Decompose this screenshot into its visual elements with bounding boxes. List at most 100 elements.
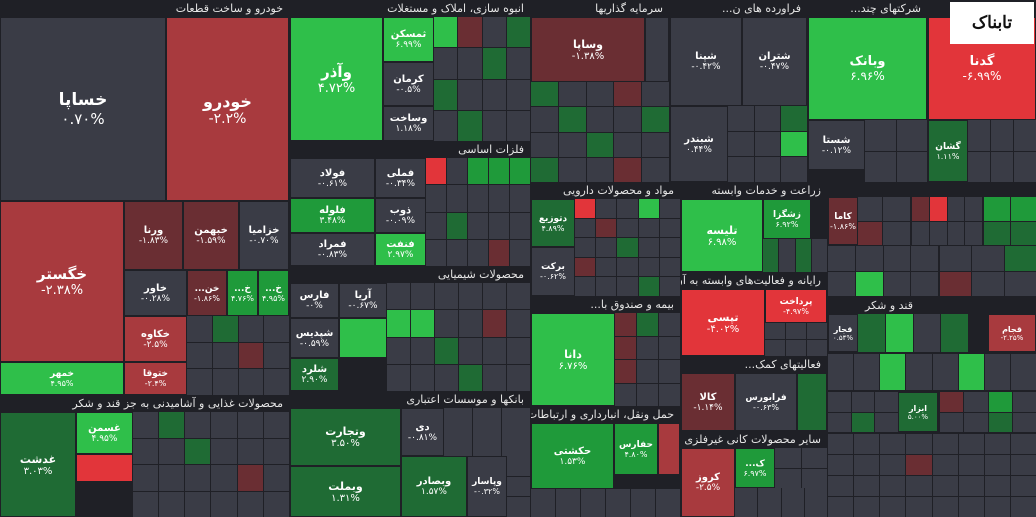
- tile-femli[interactable]: فملی -۰.۳۴%: [375, 158, 426, 198]
- tile-geshan[interactable]: گشان ۱.۱۱%: [928, 120, 968, 182]
- tile-folah[interactable]: فلوله ۳.۴۸%: [290, 198, 375, 233]
- sector-food[interactable]: محصولات غذایی و آشامیدنی به جز قند و شکر…: [0, 395, 289, 517]
- tile-farabors[interactable]: فرابورس -۰.۶۳%: [735, 373, 797, 431]
- tile-chem-green[interactable]: [339, 318, 387, 358]
- tile-dana[interactable]: دانا ۶.۷۶%: [531, 313, 615, 406]
- sector-transport[interactable]: حمل ونقل، انبارداری و ارتباطات حکشتی ۱.۵…: [531, 406, 680, 517]
- tile-pardakht[interactable]: پرداخت -۴.۹۷%: [765, 289, 827, 323]
- tile-name: آریا: [354, 290, 372, 301]
- sector-it[interactable]: رایانه و فعالیت‌های وابسته به آن تپسی -۴…: [681, 272, 827, 356]
- tile-name: وبانک: [849, 54, 886, 69]
- tile-kama[interactable]: کاما -۱.۸۶%: [828, 197, 858, 245]
- tile-khakav[interactable]: خکاوه -۲.۵%: [124, 316, 187, 362]
- tile-arya[interactable]: آریا -۰.۶۷%: [339, 283, 387, 318]
- tile-vbank[interactable]: وبانک ۶.۹۶%: [808, 17, 927, 120]
- sector-mass[interactable]: انبوه سازی، املاک و مستغلات وآذر ۴.۷۲% ث…: [290, 0, 530, 141]
- tile-hafaris[interactable]: حفارس ۴.۸۰%: [614, 423, 658, 475]
- tile-shasta[interactable]: شستا -۰.۱۲%: [808, 120, 865, 170]
- tile-ghjam[interactable]: قجام -۲.۲۵%: [988, 314, 1036, 352]
- tile-pct: -۰.۰۹%: [385, 216, 416, 226]
- tile-ghadgar[interactable]: قجار ۰.۵۴%: [828, 314, 858, 352]
- tile-comm-green[interactable]: [797, 373, 827, 431]
- tile-invest-small[interactable]: [645, 17, 669, 82]
- tile-shelard[interactable]: شلرد ۲.۹۰%: [290, 358, 339, 391]
- tile-khamhar[interactable]: خمهر ۴.۹۵%: [0, 362, 124, 395]
- small-tiles: [763, 239, 827, 272]
- tile-transport-red[interactable]: [658, 423, 680, 475]
- sector-right-block[interactable]: کاما -۱.۸۶% قند و شکر قجار ۰.۵۴% قجام -۲…: [828, 182, 1036, 517]
- sector-nonmetal[interactable]: سایر محصولات کانی غیرفلزی کروز -۲.۵% ک..…: [681, 431, 827, 517]
- tile-barakat[interactable]: برکت -۰.۶۲%: [531, 247, 575, 296]
- sector-chem[interactable]: محصولات شیمیایی فارس -۰% آریا -۰.۶۷% شپد…: [290, 266, 530, 391]
- tile-femrad[interactable]: فمراد -۰.۸۳%: [290, 233, 375, 266]
- tile-shetran[interactable]: شتران -۰.۴۷%: [742, 17, 807, 106]
- sector-comm[interactable]: فعالیتهای کمک... کالا -۱.۱۴% فرابورس -۰.…: [681, 356, 827, 431]
- tile-vsapa[interactable]: وساپا -۱.۳۸%: [531, 17, 645, 82]
- tile-khazamia[interactable]: خزامیا -۰.۷۰%: [239, 201, 289, 270]
- tile-abrazar[interactable]: ابزار ۵.۰۰%: [898, 392, 938, 432]
- tile-talisa[interactable]: تلیسه ۶.۹۸%: [681, 199, 763, 272]
- tile-kek[interactable]: ک... ۶.۹۷%: [735, 448, 775, 488]
- tile-ghodesht[interactable]: غدشت ۳.۰۳%: [0, 412, 76, 517]
- tile-zob[interactable]: ذوب -۰.۰۹%: [375, 198, 426, 233]
- tile-khavar[interactable]: خاور -۰.۲۸%: [124, 270, 187, 316]
- tile-name: شبندر: [684, 133, 714, 145]
- sector-banks[interactable]: بانکها و موسسات اعتباری وتجارت ۳.۵۰% وبم…: [290, 391, 530, 517]
- tile-khegostar[interactable]: خگستر -۲.۳۸%: [0, 201, 124, 362]
- tile-vtejarat[interactable]: وتجارت ۳.۵۰%: [290, 408, 401, 466]
- tile-kaduz[interactable]: کروز -۲.۵%: [681, 448, 735, 517]
- tile-kheihman[interactable]: خبهمن -۱.۵۹%: [183, 201, 239, 270]
- tile-foolad[interactable]: فولاد -۰.۶۱%: [290, 158, 375, 198]
- tile-heksheti[interactable]: حکشتی ۱.۵۳%: [531, 423, 614, 489]
- sector-title: انبوه سازی، املاک و مستغلات: [290, 0, 530, 17]
- tile-ghesmen[interactable]: غسمن ۴.۹۵%: [76, 412, 133, 454]
- tile-khasapa[interactable]: خساپا ۰.۷۰%: [0, 17, 166, 201]
- tile-themsakan[interactable]: ثمسکن ۶.۹۹%: [383, 17, 434, 62]
- tile-pct: -۴.۰۲%: [706, 323, 740, 335]
- tile-pct: -۱.۵۹%: [196, 236, 226, 246]
- tile-vpasar[interactable]: وپاسار -۰.۳۲%: [467, 456, 507, 517]
- tile-name: خمهر: [49, 369, 75, 379]
- tile-vorna[interactable]: ورنا -۱.۸۳%: [124, 201, 183, 270]
- tile-name: وپاسار: [472, 477, 502, 487]
- tile-kala[interactable]: کالا -۱.۱۴%: [681, 373, 735, 431]
- tile-name: کروز: [695, 472, 720, 483]
- tile-kh2[interactable]: خ... ۴.۷۶%: [227, 270, 258, 316]
- tile-fenft[interactable]: فنفت ۲.۹۷%: [375, 233, 426, 266]
- tile-tapsi[interactable]: تپسی -۴.۰۲%: [681, 289, 765, 356]
- tile-name: حفارس: [619, 439, 653, 450]
- sector-multi[interactable]: شرکتهای چند... وبانک ۶.۹۶% شستا -۰.۱۲%: [808, 0, 927, 182]
- tile-khotoga[interactable]: ختوقا -۲.۴%: [124, 362, 187, 395]
- tile-vbemellat[interactable]: وبملت ۱.۳۱%: [290, 466, 401, 517]
- tile-shapdis[interactable]: شپدیس -۰.۵۹%: [290, 318, 339, 358]
- tile-fares[interactable]: فارس -۰%: [290, 283, 339, 318]
- sector-fund[interactable]: بیمه و صندوق با... دانا ۶.۷۶%: [531, 296, 680, 406]
- tile-dtozi[interactable]: دتوزیع ۴.۸۹%: [531, 199, 575, 247]
- sector-pharma[interactable]: مواد و محصولات دارویی دتوزیع ۴.۸۹% برکت …: [531, 182, 680, 296]
- tile-khon[interactable]: خن... -۱.۸۶%: [187, 270, 227, 316]
- sector-oil[interactable]: فراورده های ن... شپنا -۰.۴۲% شتران -۰.۴۷…: [670, 0, 807, 182]
- sector-auto[interactable]: خودرو و ساخت قطعات خساپا ۰.۷۰% خودرو -۲.…: [0, 0, 289, 395]
- tile-vazar[interactable]: وآذر ۴.۷۲%: [290, 17, 383, 141]
- tile-pct: -۰.۳۲%: [474, 487, 500, 496]
- small-tiles: [828, 246, 938, 296]
- sector-invest[interactable]: سرمایه گذاریها وساپا -۱.۳۸%: [531, 0, 669, 182]
- small-tiles: [133, 412, 289, 517]
- tile-red-food[interactable]: [76, 454, 133, 482]
- tile-shepna[interactable]: شپنا -۰.۴۲%: [670, 17, 742, 106]
- tile-name: وتجارت: [325, 425, 366, 438]
- tile-di[interactable]: دی -۰.۸۱%: [401, 408, 444, 456]
- tile-vbsader[interactable]: وبصادر ۱.۵۷%: [401, 456, 467, 517]
- tile-khodro[interactable]: خودرو -۲.۲%: [166, 17, 289, 201]
- tile-zeshgaza[interactable]: زشگزا ۶.۹۲%: [763, 199, 811, 239]
- tile-vsakht[interactable]: وساخت ۱.۱۸%: [383, 106, 434, 141]
- tile-pct: -۰.۸۳%: [317, 250, 348, 260]
- tile-pct: -۰.۲۸%: [140, 293, 171, 304]
- tile-karman[interactable]: کرمان -۰.۵%: [383, 62, 434, 106]
- tile-shebandar[interactable]: شبندر ۰.۴۴%: [670, 106, 728, 182]
- sector-metals[interactable]: فلزات اساسی فولاد -۰.۶۱% فملی -۰.۳۴% فلو…: [290, 141, 530, 266]
- tile-kh3[interactable]: خ... ۴.۹۵%: [258, 270, 289, 316]
- tile-name: غسمن: [88, 422, 121, 434]
- sector-agri[interactable]: زراعت و خدمات وابسته تلیسه ۶.۹۸% زشگزا ۶…: [681, 182, 827, 272]
- tile-pct: -۰.۴۷%: [759, 62, 790, 72]
